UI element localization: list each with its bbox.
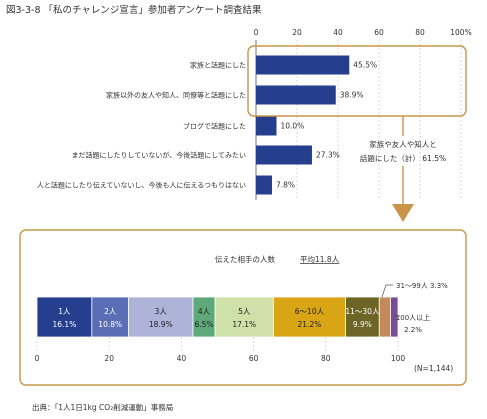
callout-100-plus-label: 100人以上 [396, 313, 430, 322]
stacked-segment [91, 296, 130, 338]
top-category-label: 家族以外の友人や知人、同僚等と話題にした [106, 91, 246, 100]
source-note: 出典：「1人1日1kg CO₂削減運動」事務局 [32, 402, 173, 412]
stacked-segment [345, 296, 380, 338]
annotation-line-2: 話題にした（計） 61.5% [360, 153, 446, 163]
callout-line-31-99 [381, 284, 393, 298]
stacked-segment [390, 296, 399, 338]
segment-label: 5人 [238, 307, 251, 316]
bottom-x-tick-label: 0 [35, 354, 40, 363]
top-value-label: 45.5% [353, 61, 377, 70]
top-value-label: 10.0% [281, 122, 305, 131]
top-bar [256, 145, 312, 165]
top-x-tick-label: 60 [374, 28, 384, 37]
stacked-segments [36, 296, 399, 338]
top-bar [256, 175, 272, 195]
segment-label: 11～30人 [345, 307, 380, 316]
segment-value: 17.1% [232, 320, 256, 329]
connector-arrow-icon [392, 116, 414, 222]
stacked-segment [378, 296, 391, 338]
segment-value: 10.8% [98, 320, 122, 329]
top-category-label: 家族と話題にした [190, 61, 246, 70]
combined-annotation: 家族や友人や知人と 話題にした（計） 61.5% [360, 139, 446, 163]
annotation-line-1: 家族や友人や知人と [369, 139, 437, 149]
top-bar [256, 116, 277, 136]
segment-value: 9.9% [353, 320, 372, 329]
top-x-tick-label: 100% [450, 28, 471, 37]
bottom-x-tick-label: 80 [321, 354, 331, 363]
stacked-segment [128, 296, 194, 338]
bottom-x-tick-label: 40 [177, 354, 187, 363]
stacked-segment [192, 296, 216, 338]
segment-value: 21.2% [298, 320, 322, 329]
top-bar [256, 55, 350, 75]
top-category-label: 人と話題にしたり伝えていないし、今後も人に伝えるつもりはない [37, 181, 246, 190]
bottom-x-tick-label: 20 [104, 354, 114, 363]
bottom-x-axis: 0 20 40 60 80 100 [35, 354, 406, 363]
stacked-segment [36, 296, 93, 338]
top-bars [256, 55, 350, 195]
top-category-labels: 家族と話題にした家族以外の友人や知人、同僚等と話題にしたブログで話題にしたまだ話… [37, 61, 246, 190]
bottom-grid [36, 337, 399, 350]
breakdown-frame [19, 229, 467, 386]
segment-value: 16.1% [53, 320, 77, 329]
top-category-label: まだ話題にしたりしていないが、今後話題にしてみたい [72, 151, 246, 160]
callout-31-99: 31～99人 3.3% [396, 282, 448, 290]
figure-title: 図3-3-8 「私のチャレンジ宣言」参加者アンケート調査結果 [6, 4, 262, 16]
stacked-segment [214, 296, 274, 338]
top-x-axis: 0 20 40 60 80 100% [254, 28, 472, 37]
sample-size-note: (N=1,144) [414, 364, 453, 373]
segment-label: 4人 [198, 307, 211, 316]
stacked-bar-chart: 1人 16.1% 2人 10.8% 3人 18.9% 4人 6.5% 5人 17.1% 6～10人 2… [35, 296, 406, 363]
breakdown-average: 平均11.8人 [300, 254, 340, 264]
top-value-label: 27.3% [316, 151, 340, 160]
top-category-label: ブログで話題にした [183, 122, 246, 131]
top-value-label: 38.9% [340, 91, 364, 100]
top-bar [256, 85, 336, 105]
top-x-tick-label: 80 [415, 28, 425, 37]
top-value-label: 7.8% [276, 181, 295, 190]
bottom-x-tick-label: 60 [249, 354, 259, 363]
top-value-labels: 45.5% 38.9% 10.0% 27.3% 7.8% [276, 61, 377, 190]
segment-callouts: 31～99人 3.3% 100人以上 2.2% [381, 282, 448, 334]
segment-label: 2人 [104, 307, 117, 316]
top-x-tick-label: 20 [292, 28, 302, 37]
segment-label: 3人 [155, 307, 168, 316]
breakdown-title: 伝えた相手の人数 [215, 254, 275, 264]
segment-label: 1人 [58, 307, 71, 316]
bottom-x-tick-label: 100 [391, 354, 406, 363]
segment-label: 6～10人 [295, 307, 325, 316]
highlight-frame [247, 45, 467, 117]
top-x-tick-label: 40 [333, 28, 343, 37]
segment-value: 18.9% [149, 320, 173, 329]
callout-100-plus-value: 2.2% [404, 326, 422, 334]
stacked-segment [272, 296, 346, 338]
segment-labels: 1人 16.1% 2人 10.8% 3人 18.9% 4人 6.5% 5人 17.1% 6～10人 2… [53, 307, 380, 329]
segment-value: 6.5% [195, 320, 214, 329]
top-bar-chart: 0 20 40 60 80 100% 家族と話題にした家族以外の友人や知人、同僚等と話題に… [37, 28, 472, 200]
top-x-tick-label: 0 [254, 28, 259, 37]
